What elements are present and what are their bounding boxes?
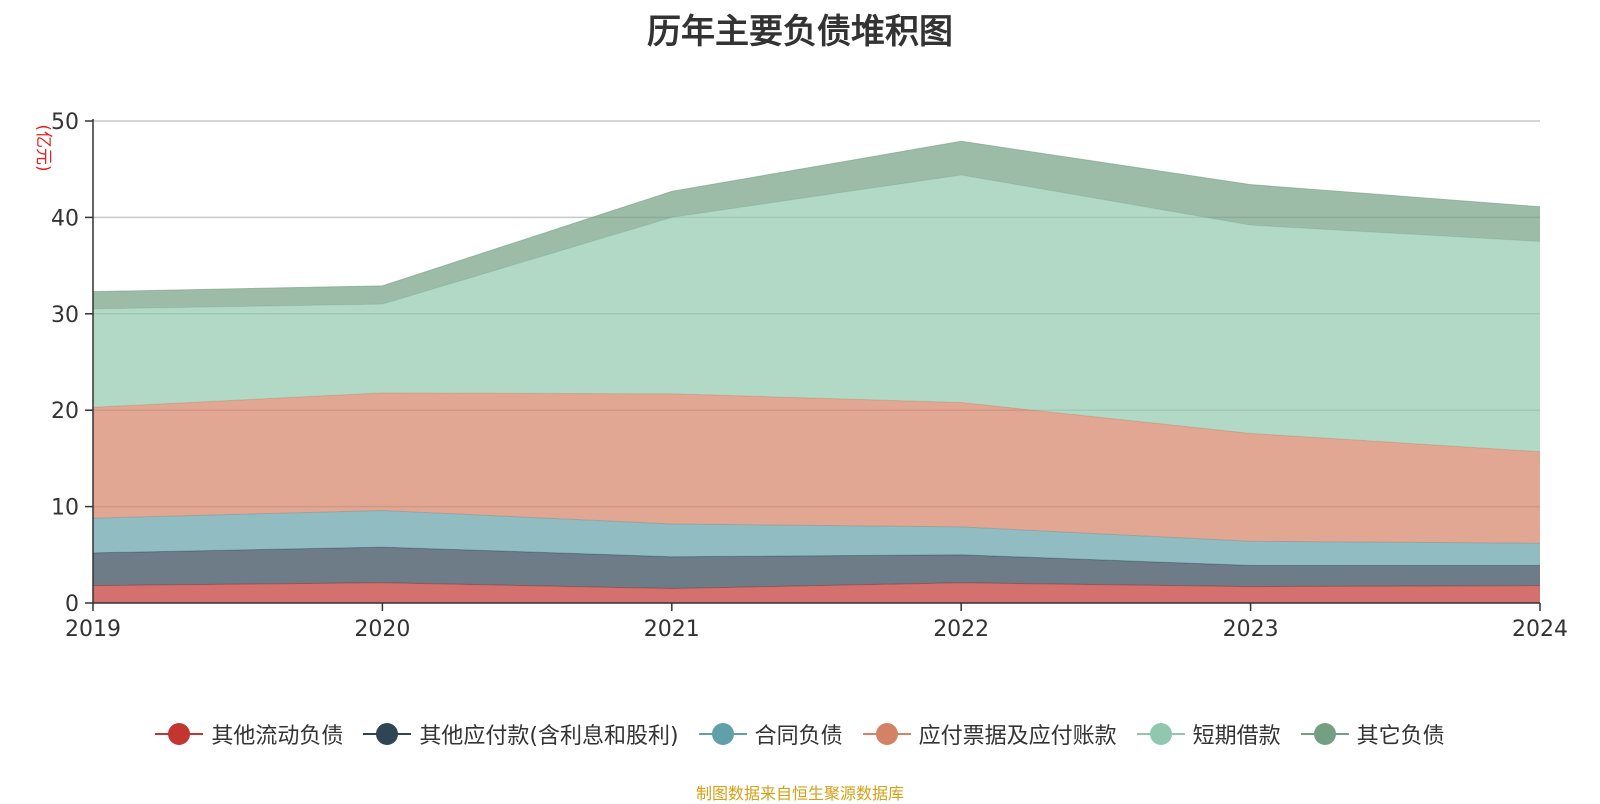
legend-label: 其他流动负债 — [211, 724, 344, 749]
x-tick-label: 2020 — [354, 617, 410, 642]
y-axis-label: (亿元) — [33, 124, 53, 171]
area-其他流动负债 — [93, 582, 1540, 603]
x-tick-label: 2024 — [1512, 617, 1568, 642]
y-tick-label: 0 — [65, 592, 79, 617]
legend-marker-icon — [862, 722, 911, 746]
area-其他应付款(含利息和股利) — [93, 547, 1540, 589]
legend-label: 应付票据及应付账款 — [918, 724, 1117, 749]
legend-label: 其他应付款(含利息和股利) — [419, 724, 679, 749]
legend-item[interactable]: 其它负债 — [1300, 718, 1445, 750]
x-tick-label: 2022 — [933, 617, 989, 642]
y-tick-label: 10 — [51, 496, 79, 521]
legend-label: 其它负债 — [1356, 724, 1445, 749]
legend-item[interactable]: 其他流动负债 — [155, 718, 343, 750]
legend-marker-icon — [698, 722, 747, 746]
legend-label: 合同负债 — [754, 724, 843, 749]
legend: 其他流动负债 其他应付款(含利息和股利) 合同负债 应付票据及应付账款 短期借款 其它负债 — [0, 718, 1600, 750]
y-tick-label: 40 — [51, 206, 79, 231]
legend-item[interactable]: 短期借款 — [1136, 718, 1281, 750]
y-tick-label: 20 — [51, 399, 79, 424]
legend-marker-icon — [155, 722, 204, 746]
area-合同负债 — [93, 510, 1540, 566]
series-line — [92, 140, 1541, 293]
area-layers — [92, 140, 1541, 603]
x-tick-label: 2023 — [1223, 617, 1279, 642]
chart-title: 历年主要负债堆积图 — [647, 12, 953, 52]
x-tick-label: 2019 — [65, 617, 121, 642]
legend-item[interactable]: 应付票据及应付账款 — [862, 718, 1117, 750]
series-line — [92, 174, 1541, 310]
area-短期借款 — [93, 174, 1540, 452]
y-tick-label: 50 — [51, 110, 79, 135]
legend-marker-icon — [1300, 722, 1349, 746]
source-note: 制图数据来自恒生聚源数据库 — [695, 784, 904, 803]
legend-label: 短期借款 — [1192, 724, 1281, 749]
legend-marker-icon — [363, 722, 412, 746]
area-其它负债 — [93, 141, 1540, 309]
legend-item[interactable]: 合同负债 — [698, 718, 843, 750]
legend-marker-icon — [1136, 722, 1185, 746]
x-tick-label: 2021 — [644, 617, 700, 642]
area-应付票据及应付账款 — [93, 392, 1540, 544]
legend-item[interactable]: 其他应付款(含利息和股利) — [363, 718, 679, 750]
y-tick-label: 30 — [51, 303, 79, 328]
axes: 0 10 20 30 40 50 2019 2020 2021 2022 2023 2024 — [51, 110, 1568, 642]
